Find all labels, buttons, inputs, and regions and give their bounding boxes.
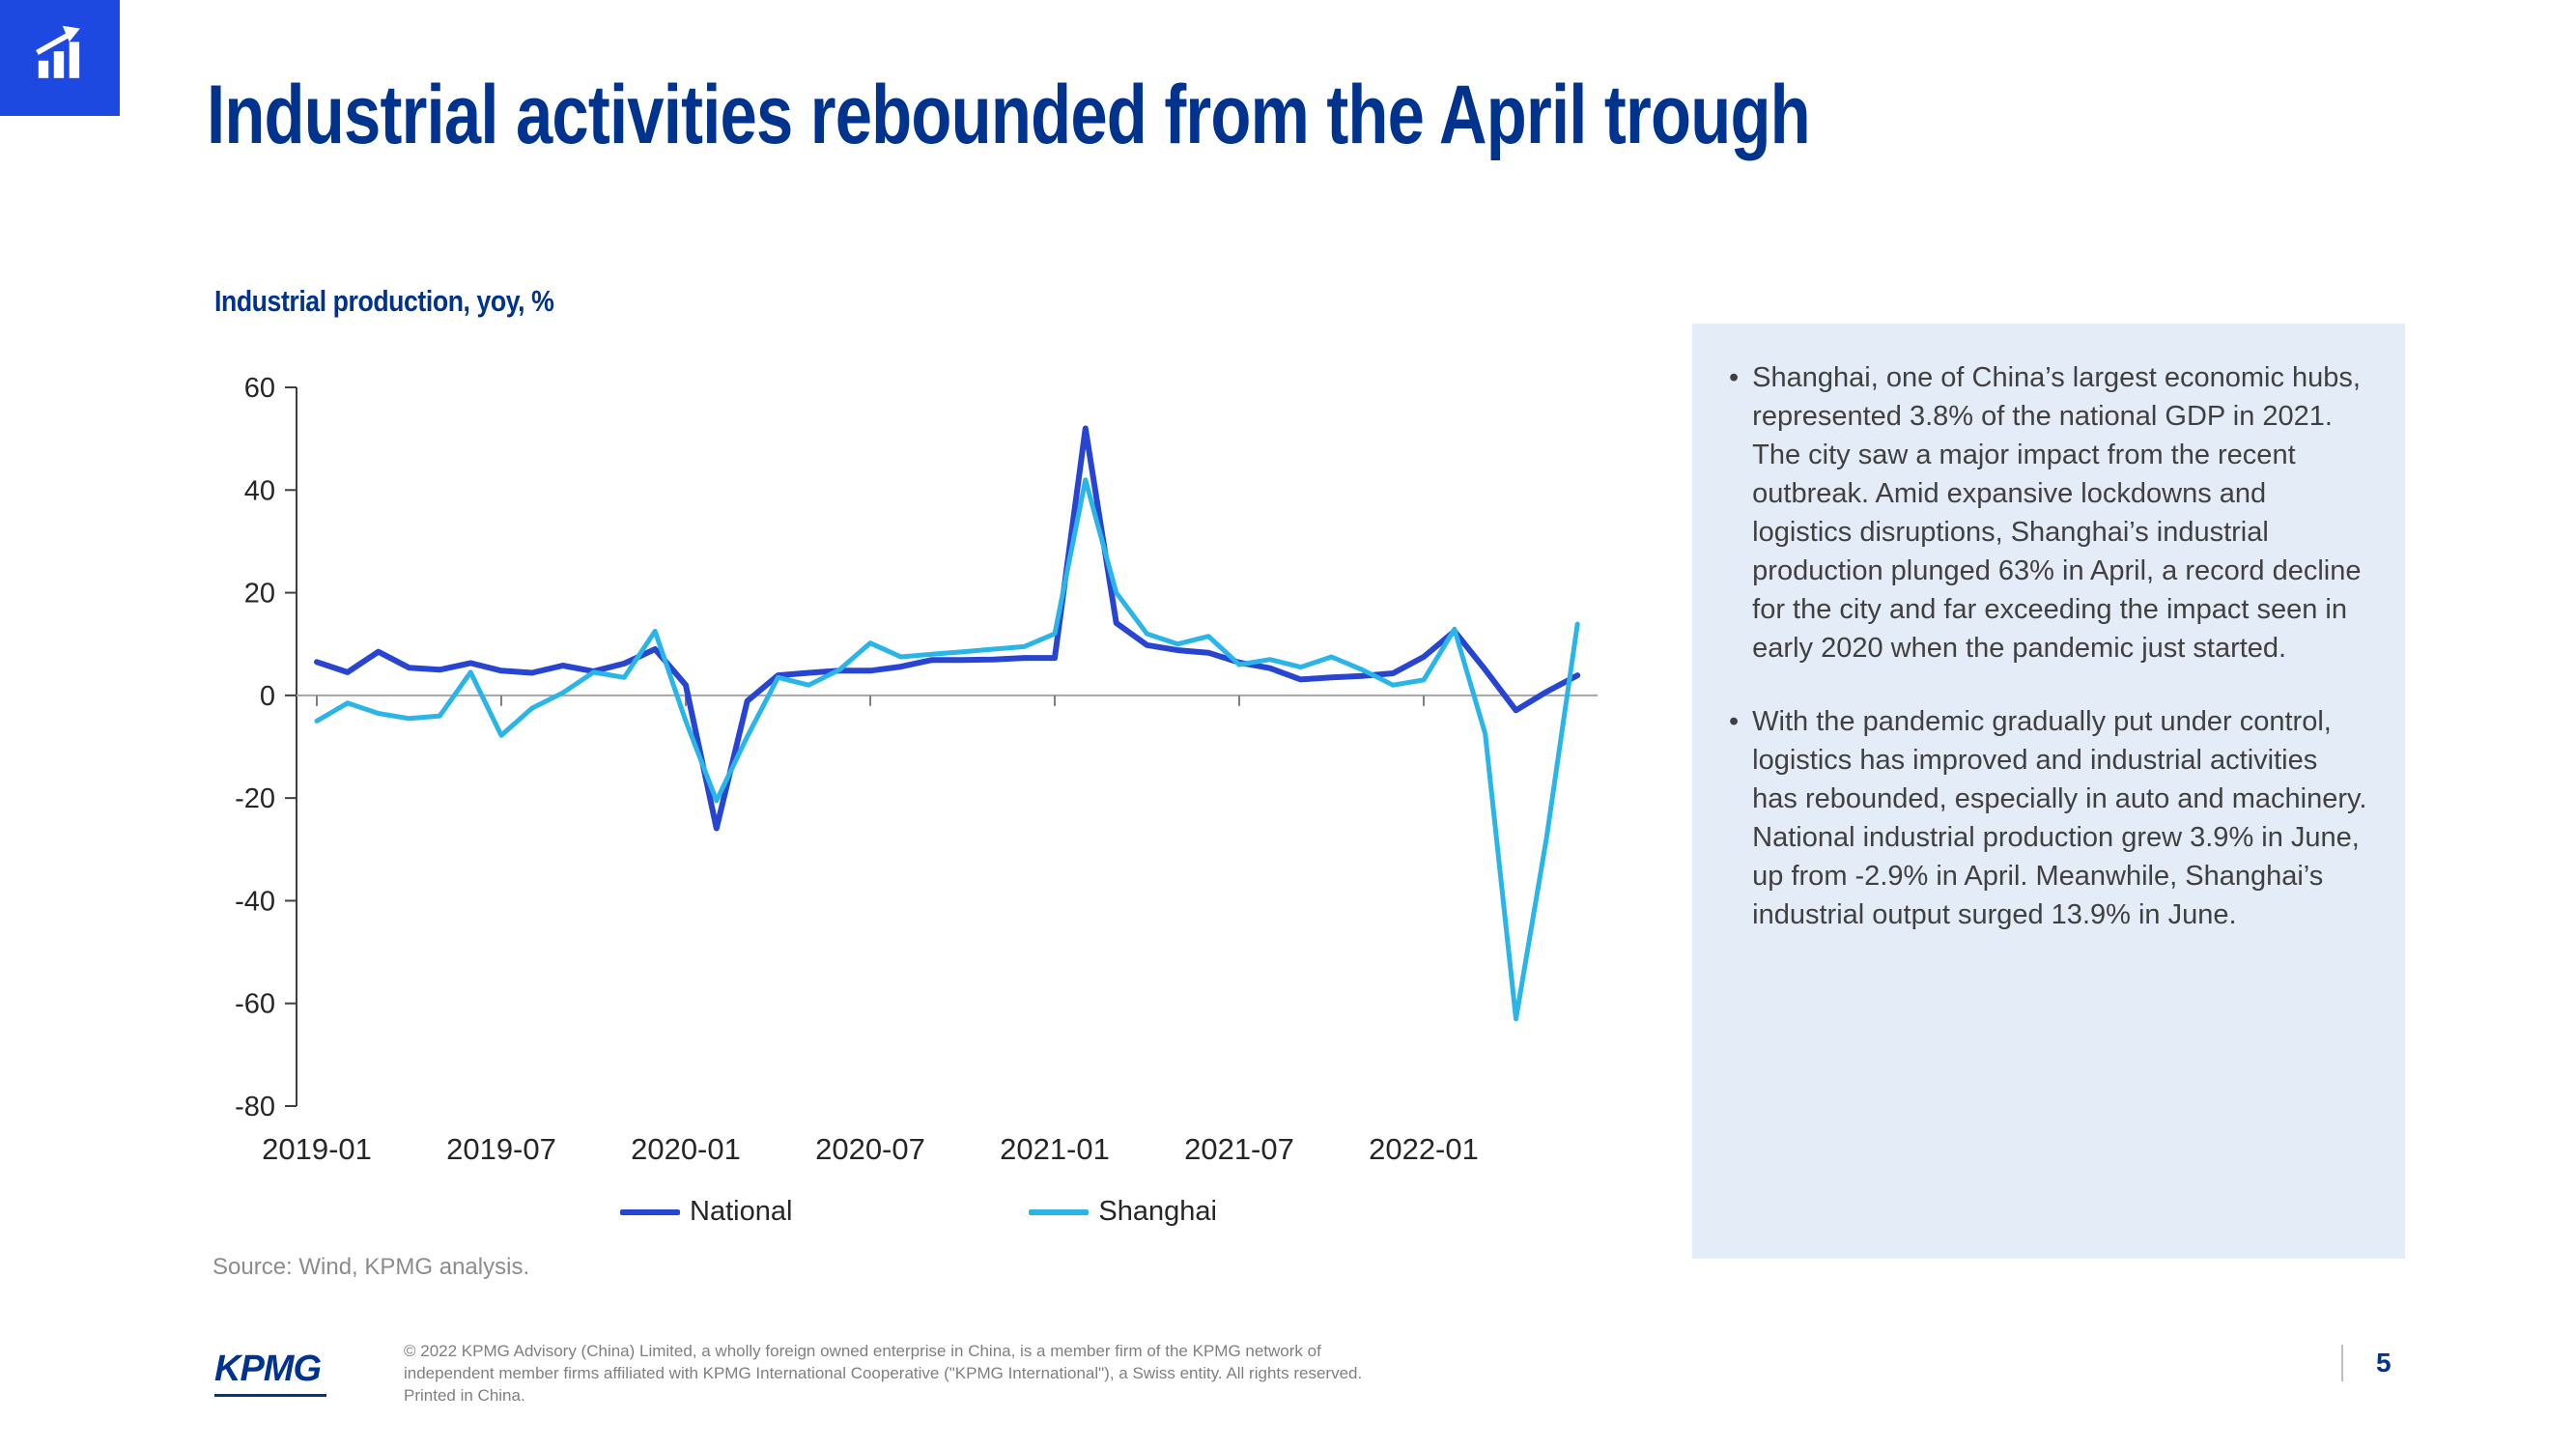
legend-item-shanghai: Shanghai <box>1029 1196 1217 1228</box>
legend-item-national: National <box>620 1196 792 1228</box>
series-line-national <box>314 425 1581 832</box>
legend-swatch-shanghai <box>1029 1208 1090 1215</box>
x-tick-label: 2019-07 <box>446 1132 556 1166</box>
series-line-shanghai <box>314 477 1580 1022</box>
chart-title: Industrial production, yoy, % <box>214 284 554 318</box>
copyright-line-3: Printed in China. <box>404 1385 525 1405</box>
x-tick-label: 2020-01 <box>631 1132 741 1166</box>
y-tick-label: 40 <box>244 475 275 506</box>
x-tick-label: 2021-07 <box>1184 1132 1294 1166</box>
legend-label-national: National <box>690 1196 793 1227</box>
legend-label-shanghai: Shanghai <box>1098 1196 1217 1227</box>
page-number: 5 <box>2376 1348 2392 1378</box>
y-tick-label: -60 <box>235 989 275 1020</box>
kpmg-logo-mark <box>0 0 120 116</box>
bullet-text-1: Shanghai, one of China’s largest economi… <box>1752 362 2362 665</box>
bullet-marker: • <box>1729 362 1740 393</box>
x-tick-label: 2022-01 <box>1369 1132 1479 1166</box>
chart-svg: 60 40 20 0 -20 -40 -60 -80 2019-01 2019-07 2020-01… <box>235 373 1598 1166</box>
bullet-text-2: With the pandemic gradually put under co… <box>1752 706 2367 931</box>
bullet-marker: • <box>1729 706 1740 738</box>
kpmg-wordmark: KPMG <box>214 1349 326 1397</box>
copyright-line-1: © 2022 KPMG Advisory (China) Limited, a … <box>404 1342 1321 1360</box>
chart-legend: National Shanghai <box>620 1196 1217 1228</box>
y-tick-label: -40 <box>235 886 275 917</box>
x-tick-label: 2020-07 <box>815 1132 925 1166</box>
source-note: Source: Wind, KPMG analysis. <box>212 1254 530 1280</box>
copyright-line-2: independent member firms affiliated with… <box>404 1363 1363 1382</box>
page-divider <box>2341 1345 2343 1381</box>
y-tick-label: 20 <box>244 579 275 610</box>
x-tick-label: 2021-01 <box>1000 1132 1110 1166</box>
chart-area: 60 40 20 0 -20 -40 -60 -80 2019-01 2019-07 2020-01… <box>222 359 1632 1176</box>
y-tick-label: -20 <box>235 783 275 814</box>
copyright-text: © 2022 KPMG Advisory (China) Limited, a … <box>404 1341 1466 1407</box>
y-tick-label: 0 <box>260 681 275 712</box>
y-tick-label: 60 <box>244 373 275 404</box>
commentary-panel: • Shanghai, one of China’s largest econo… <box>1692 324 2405 1259</box>
page-title: Industrial activities rebounded from the… <box>207 69 1811 161</box>
bullet-item-1: • Shanghai, one of China’s largest econo… <box>1729 358 2368 668</box>
bullet-item-2: • With the pandemic gradually put under … <box>1729 702 2368 934</box>
legend-swatch-national <box>620 1208 680 1215</box>
bar-chart-arrow-icon <box>36 25 80 78</box>
y-tick-label: -80 <box>235 1092 275 1122</box>
x-tick-label: 2019-01 <box>262 1132 372 1166</box>
page-info: 5 <box>2341 1345 2392 1381</box>
